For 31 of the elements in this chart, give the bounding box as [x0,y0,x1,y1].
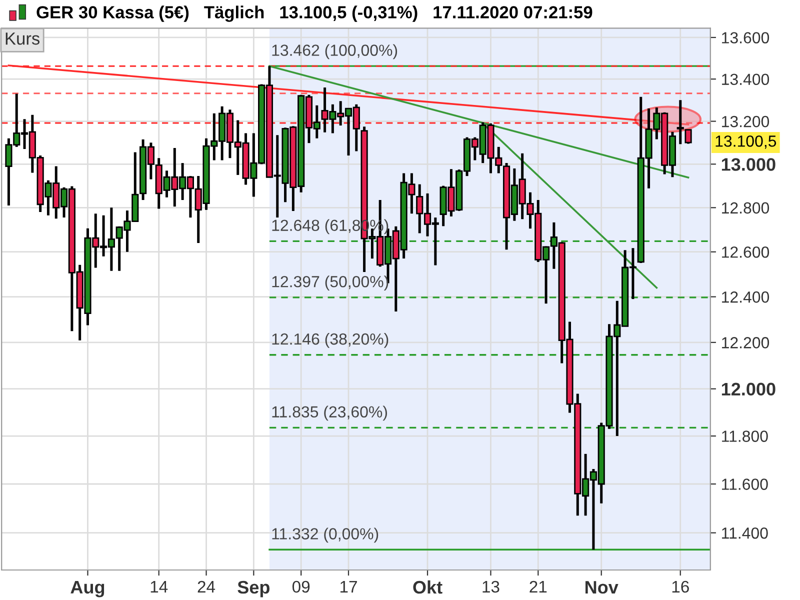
x-tick-label: Aug [70,581,104,598]
y-tick-label: 13.000 [722,158,776,171]
y-tick-label: 13.400 [722,74,770,86]
y-tick-label: 12.200 [722,337,770,348]
x-tick-label: 09 [292,580,310,593]
x-tick-label: 14 [150,581,168,592]
ref-line-label: 12.397 (50,00%) [272,276,388,290]
y-tick-label: 13.600 [722,32,770,44]
y-tick-label: 12.800 [722,202,770,214]
x-tick-label: Nov [586,581,618,594]
ref-line-label: 11.332 (0,00%) [272,528,378,543]
y-tick-label: 11.400 [722,527,768,539]
x-tick-label: 13 [482,580,500,593]
y-tick-label: 12.600 [722,246,770,258]
x-tick-label: Okt [413,580,442,594]
ref-line-label: 12.146 (38,20%) [272,332,388,348]
annotation: Kurs [6,32,40,45]
ref-line-label: 13.462 (100,00%) [272,44,398,60]
x-tick-label: 21 [530,580,547,592]
text: 13.100,5 [716,135,776,149]
y-tick-label: 13.200 [722,116,770,128]
x-tick-label: Sep [238,580,270,598]
y-tick-label: 11.600 [722,478,768,490]
y-tick-label: 12.400 [722,291,770,303]
x-tick-label: 17 [340,581,357,592]
ref-line-label: 11.835 (23,60%) [272,406,387,421]
chart-title: GER 30 Kassa (5€) Täglich 13.100,5 (-0,31%) 17.11.2020 07:21:59 [36,6,592,22]
x-tick-label: 16 [672,580,689,593]
x-tick-label: 24 [198,580,216,592]
y-tick-label: 12.000 [722,382,776,396]
y-tick-label: 11.800 [722,430,768,442]
